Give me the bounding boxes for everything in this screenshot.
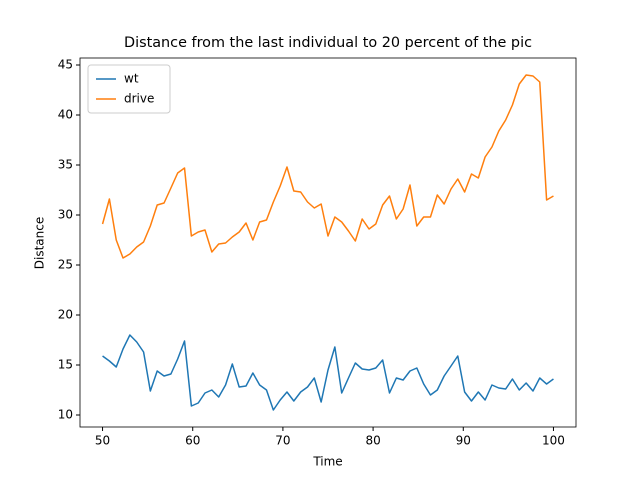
- y-tick-label: 10: [58, 408, 73, 422]
- x-tick-label: 90: [456, 434, 471, 448]
- chart-title: Distance from the last individual to 20 …: [124, 35, 532, 51]
- x-tick-label: 70: [275, 434, 290, 448]
- series-line: [102, 334, 554, 411]
- legend: wt drive: [87, 64, 171, 114]
- axes-frame: [79, 57, 577, 428]
- x-tick-label: 60: [185, 434, 200, 448]
- y-tick-label: 35: [58, 158, 73, 172]
- x-tick-label: 100: [542, 434, 565, 448]
- x-axis-label: Time: [312, 455, 342, 469]
- x-tick-label: 50: [95, 434, 110, 448]
- y-axis-label: Distance: [33, 217, 47, 269]
- legend-label: wt: [124, 72, 139, 86]
- legend-label: drive: [124, 92, 154, 106]
- y-tick-label: 20: [58, 308, 73, 322]
- legend-box: [87, 64, 171, 114]
- y-tick-label: 30: [58, 208, 73, 222]
- x-tick-label: 80: [365, 434, 380, 448]
- y-tick-label: 40: [58, 108, 73, 122]
- y-tick-label: 45: [58, 58, 73, 72]
- y-tick-label: 25: [58, 258, 73, 272]
- series-line: [101, 74, 554, 259]
- y-tick-label: 15: [58, 358, 73, 372]
